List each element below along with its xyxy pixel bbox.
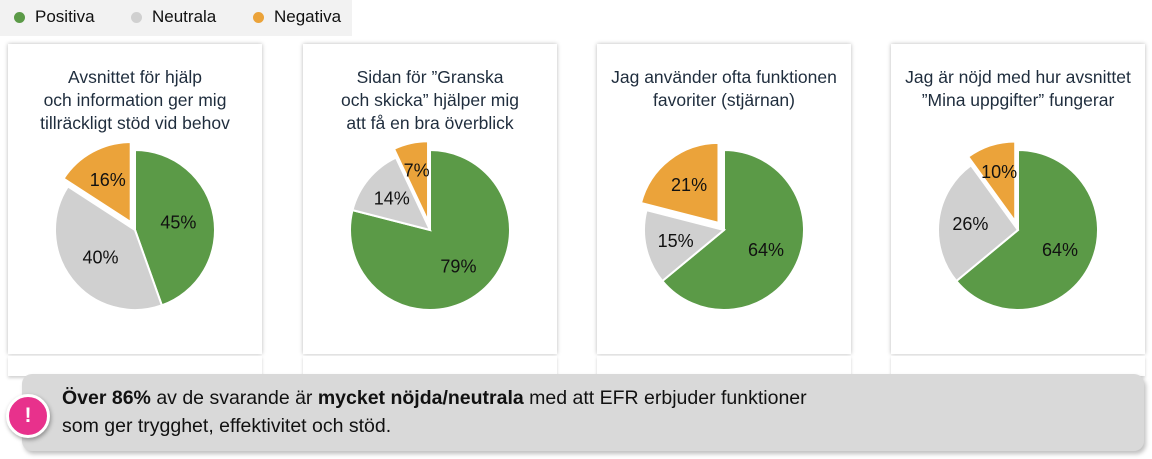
legend-label: Positiva <box>35 7 95 26</box>
legend-item-negativa: Negativa <box>253 6 341 28</box>
chart-title: Avsnittet för hjälp och information ger … <box>12 66 258 135</box>
slice-label: 40% <box>82 247 118 267</box>
slice-negativa <box>966 140 1017 225</box>
pie-chart: 79% 14% 7% <box>349 140 511 311</box>
chart-title-line: Jag använder ofta funktionen <box>611 67 837 87</box>
slice-negativa <box>639 141 720 225</box>
slice-label: 45% <box>160 213 196 233</box>
card-footer <box>303 356 557 376</box>
slice-label: 64% <box>748 240 784 260</box>
chart-card-help: Avsnittet för hjälp och information ger … <box>8 44 262 354</box>
slice-positiva <box>660 148 805 311</box>
summary-text-part: av de svarande är <box>150 387 318 409</box>
slice-label: 10% <box>981 162 1017 182</box>
slice-positiva <box>954 148 1099 311</box>
slice-label: 7% <box>404 160 430 180</box>
pie-chart: 64% 26% 10% <box>937 140 1099 311</box>
chart-title-line: Sidan för ”Granska <box>356 67 504 87</box>
chart-title: Jag använder ofta funktionen favoriter (… <box>601 66 847 112</box>
slice-label: 26% <box>952 214 988 234</box>
slice-neutrala <box>54 185 164 311</box>
pie-chart: 64% 15% 21% <box>639 141 805 311</box>
chart-title-line: Jag är nöjd med hur avsnittet <box>905 67 1131 87</box>
chart-title-line: favoriter (stjärnan) <box>653 90 795 110</box>
summary-highlight: mycket nöjda/neutrala <box>317 387 524 409</box>
slice-neutrala <box>937 163 1020 283</box>
chart-title-line: att få en bra överblick <box>346 113 514 133</box>
legend-item-neutrala: Neutrala <box>131 6 216 28</box>
chart-title-line: och information ger mig <box>43 90 227 110</box>
legend-dot-icon <box>131 11 142 23</box>
legend-dot-icon <box>253 11 264 23</box>
chart-title: Sidan för ”Granska och skicka” hjälper m… <box>307 66 553 135</box>
card-footer <box>8 356 262 376</box>
slice-label: 15% <box>658 231 694 251</box>
slice-label: 16% <box>90 170 126 190</box>
chart-card-favorites: Jag använder ofta funktionen favoriter (… <box>597 44 851 354</box>
slice-neutrala <box>351 156 432 232</box>
chart-card-review: Sidan för ”Granska och skicka” hjälper m… <box>303 44 557 354</box>
summary-text-part: med att EFR erbjuder funktioner <box>523 387 807 409</box>
slice-label: 64% <box>1042 240 1078 260</box>
pie-chart: 45% 40% 16% <box>54 141 216 311</box>
slice-label: 79% <box>440 257 476 277</box>
card-footer <box>891 356 1145 376</box>
card-footer <box>597 356 851 376</box>
slice-negativa <box>392 140 430 222</box>
slice-positiva <box>134 148 216 307</box>
exclamation-icon: ! <box>6 394 50 438</box>
slice-negativa <box>62 141 132 224</box>
slice-label: 21% <box>671 175 707 195</box>
chart-title-line: Avsnittet för hjälp <box>68 67 202 87</box>
slice-neutrala <box>643 208 727 283</box>
summary-highlight: Över 86% <box>62 387 151 409</box>
slice-label: 14% <box>374 188 410 208</box>
legend-item-positiva: Positiva <box>14 6 95 28</box>
chart-title-line: och skicka” hjälper mig <box>341 90 519 110</box>
summary-text-line2: som ger trygghet, effektivitet och stöd. <box>62 415 392 437</box>
legend-dot-icon <box>14 11 25 23</box>
legend-label: Negativa <box>274 7 342 26</box>
chart-title-line: ”Mina uppgifter” fungerar <box>921 90 1115 110</box>
summary-banner: Över 86% av de svarande är mycket nöjda/… <box>22 374 1144 451</box>
legend: Positiva Neutrala Negativa <box>0 0 352 36</box>
summary-text: Över 86% av de svarande är mycket nöjda/… <box>62 384 1122 440</box>
legend-label: Neutrala <box>152 7 217 26</box>
chart-card-my-tasks: Jag är nöjd med hur avsnittet ”Mina uppg… <box>891 44 1145 354</box>
chart-title: Jag är nöjd med hur avsnittet ”Mina uppg… <box>895 66 1141 112</box>
chart-title-line: tillräckligt stöd vid behov <box>40 113 230 133</box>
